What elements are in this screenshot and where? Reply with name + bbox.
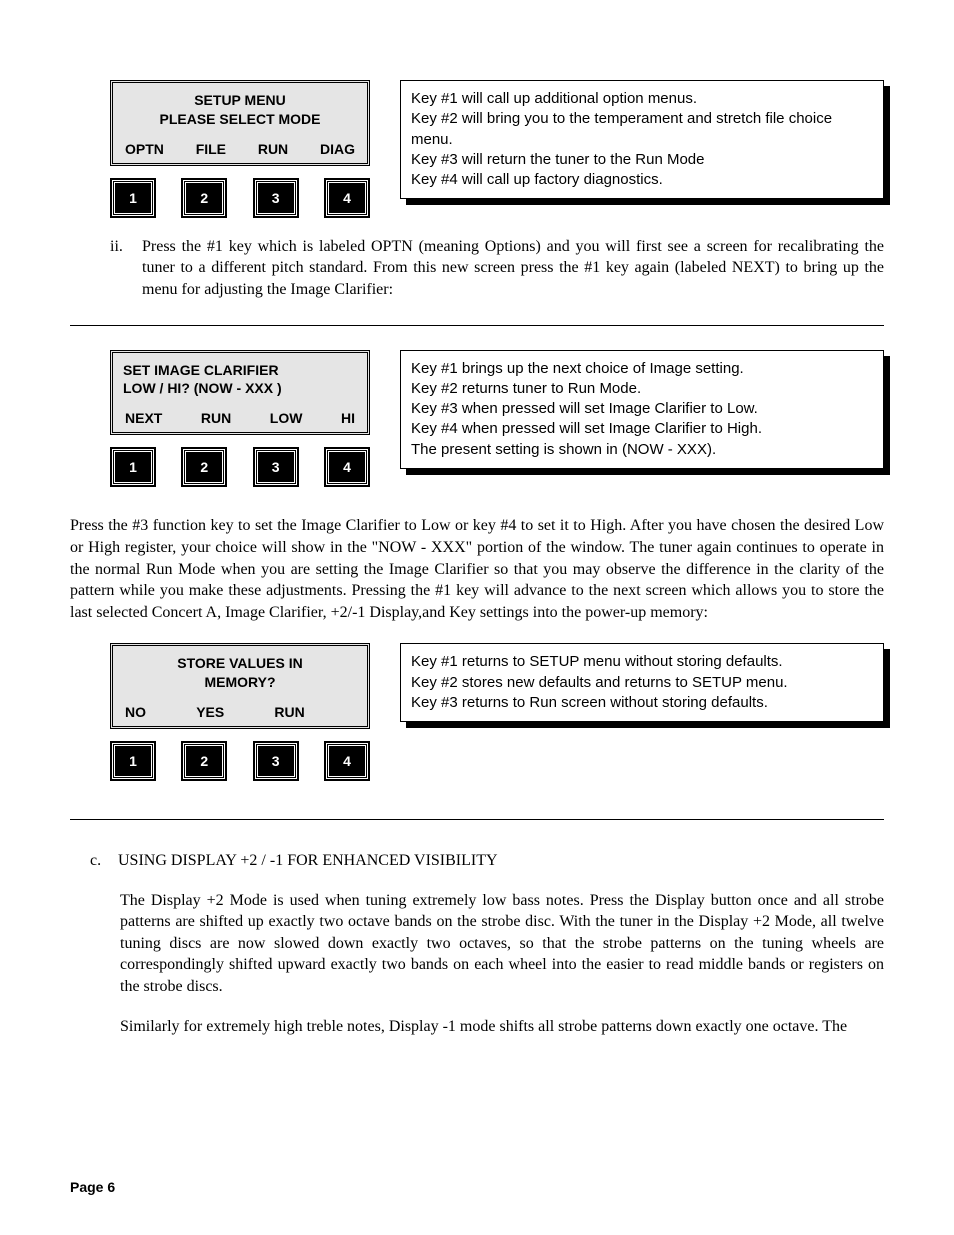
lcd-title-line1: SETUP MENU (123, 91, 357, 110)
info-line: Key #2 returns tuner to Run Mode. (411, 379, 873, 399)
lcd-options: OPTN FILE RUN DIAG (123, 141, 357, 157)
setup-menu-device: SETUP MENU PLEASE SELECT MODE OPTN FILE … (110, 80, 370, 216)
lcd-title-line2: MEMORY? (123, 673, 357, 692)
opt-optn: OPTN (125, 141, 164, 157)
section-c-p2: Similarly for extremely high treble note… (120, 1016, 884, 1038)
key-4[interactable]: 4 (326, 743, 368, 779)
info-line: Key #3 will return the tuner to the Run … (411, 150, 873, 170)
info-box: Key #1 brings up the next choice of Imag… (400, 350, 884, 469)
info-line: Key #1 brings up the next choice of Imag… (411, 359, 873, 379)
opt-yes: YES (196, 704, 224, 720)
section-c-title: USING DISPLAY +2 / -1 FOR ENHANCED VISIB… (118, 850, 884, 872)
info-line: Key #1 returns to SETUP menu without sto… (411, 652, 873, 672)
lcd-title: STORE VALUES IN MEMORY? (123, 654, 357, 692)
key-1[interactable]: 1 (112, 180, 154, 216)
setup-menu-info: Key #1 will call up additional option me… (400, 80, 884, 199)
info-line: Key #3 when pressed will set Image Clari… (411, 399, 873, 419)
store-values-device: STORE VALUES IN MEMORY? NO YES RUN 1 2 3… (110, 643, 370, 779)
info-line: The present setting is shown in (NOW - X… (411, 440, 873, 460)
key-3[interactable]: 3 (255, 743, 297, 779)
lcd-title-line2: LOW / HI? (NOW - XXX ) (123, 379, 357, 398)
opt-file: FILE (196, 141, 226, 157)
info-line: Key #2 will bring you to the temperament… (411, 109, 873, 150)
info-line: Key #4 will call up factory diagnostics. (411, 170, 873, 190)
key-2[interactable]: 2 (183, 180, 225, 216)
info-line: Key #3 returns to Run screen without sto… (411, 693, 873, 713)
opt-no: NO (125, 704, 146, 720)
setup-menu-row: SETUP MENU PLEASE SELECT MODE OPTN FILE … (70, 80, 884, 216)
opt-run: RUN (201, 410, 231, 426)
info-box: Key #1 returns to SETUP menu without sto… (400, 643, 884, 722)
key-row: 1 2 3 4 (112, 449, 368, 485)
lcd-title: SETUP MENU PLEASE SELECT MODE (123, 91, 357, 129)
list-label-c: c. (90, 850, 118, 872)
divider (70, 325, 884, 326)
info-line: Key #1 will call up additional option me… (411, 89, 873, 109)
page-number: Page 6 (70, 1179, 115, 1195)
lcd-title-line1: SET IMAGE CLARIFIER (123, 361, 357, 380)
info-line: Key #4 when pressed will set Image Clari… (411, 419, 873, 439)
lcd-title-line2: PLEASE SELECT MODE (123, 110, 357, 129)
key-row: 1 2 3 4 (112, 180, 368, 216)
opt-hi: HI (341, 410, 355, 426)
image-clarifier-row: SET IMAGE CLARIFIER LOW / HI? (NOW - XXX… (70, 350, 884, 486)
key-2[interactable]: 2 (183, 743, 225, 779)
opt-low: LOW (270, 410, 303, 426)
section-c-heading: c. USING DISPLAY +2 / -1 FOR ENHANCED VI… (90, 850, 884, 872)
page: SETUP MENU PLEASE SELECT MODE OPTN FILE … (0, 0, 954, 1235)
opt-run: RUN (258, 141, 288, 157)
key-3[interactable]: 3 (255, 449, 297, 485)
store-values-row: STORE VALUES IN MEMORY? NO YES RUN 1 2 3… (70, 643, 884, 779)
lcd-options: NEXT RUN LOW HI (123, 410, 357, 426)
image-clarifier-device: SET IMAGE CLARIFIER LOW / HI? (NOW - XXX… (110, 350, 370, 486)
opt-run: RUN (274, 704, 304, 720)
opt-diag: DIAG (320, 141, 355, 157)
setup-menu-lcd: SETUP MENU PLEASE SELECT MODE OPTN FILE … (110, 80, 370, 166)
lcd-title-line1: STORE VALUES IN (123, 654, 357, 673)
lcd-title: SET IMAGE CLARIFIER LOW / HI? (NOW - XXX… (123, 361, 357, 399)
key-1[interactable]: 1 (112, 743, 154, 779)
info-box: Key #1 will call up additional option me… (400, 80, 884, 199)
key-3[interactable]: 3 (255, 180, 297, 216)
key-2[interactable]: 2 (183, 449, 225, 485)
store-values-lcd: STORE VALUES IN MEMORY? NO YES RUN (110, 643, 370, 729)
key-row: 1 2 3 4 (112, 743, 368, 779)
list-body-ii: Press the #1 key which is labeled OPTN (… (142, 236, 884, 301)
divider (70, 819, 884, 820)
paragraph-mid: Press the #3 function key to set the Ima… (70, 515, 884, 623)
list-label-ii: ii. (110, 236, 142, 301)
key-4[interactable]: 4 (326, 180, 368, 216)
info-line: Key #2 stores new defaults and returns t… (411, 673, 873, 693)
lcd-options: NO YES RUN (123, 704, 357, 720)
key-1[interactable]: 1 (112, 449, 154, 485)
opt-next: NEXT (125, 410, 162, 426)
paragraph-ii: ii. Press the #1 key which is labeled OP… (110, 236, 884, 301)
image-clarifier-info: Key #1 brings up the next choice of Imag… (400, 350, 884, 469)
section-c-p1: The Display +2 Mode is used when tuning … (120, 890, 884, 998)
key-4[interactable]: 4 (326, 449, 368, 485)
image-clarifier-lcd: SET IMAGE CLARIFIER LOW / HI? (NOW - XXX… (110, 350, 370, 436)
store-values-info: Key #1 returns to SETUP menu without sto… (400, 643, 884, 722)
